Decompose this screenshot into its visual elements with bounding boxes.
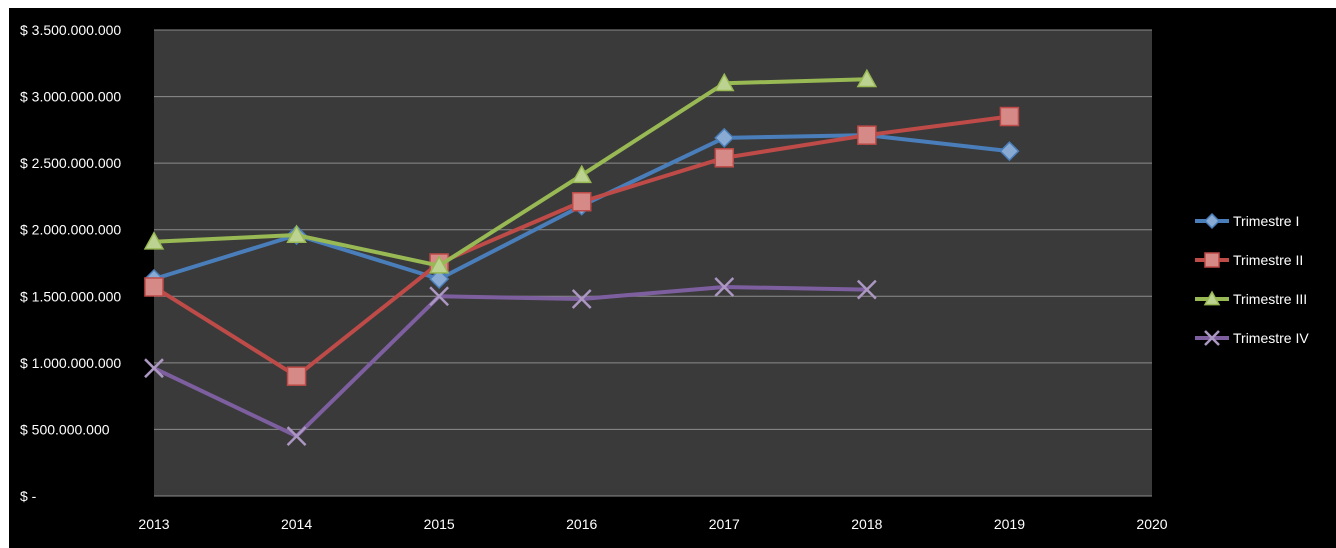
- y-tick-label: $ 1.000.000.000: [20, 355, 121, 371]
- series-line: [152, 284, 869, 439]
- y-tick-label: $ 1.500.000.000: [20, 288, 121, 304]
- y-tick-label: $ 3.000.000.000: [20, 89, 121, 105]
- data-point: [714, 277, 735, 297]
- data-point: [286, 366, 307, 386]
- data-point: [856, 68, 878, 88]
- x-tick-label: 2014: [281, 516, 312, 532]
- data-point: [857, 125, 877, 145]
- x-tick-label: 2019: [994, 516, 1025, 532]
- legend-label: Trimestre III: [1233, 291, 1307, 307]
- series-lines: [143, 68, 1020, 446]
- legend-label: Trimestre II: [1233, 252, 1303, 268]
- y-axis-tick-labels: $ - $ 500.000.000 $ 1.000.000.000 $ 1.500.0…: [20, 22, 121, 504]
- y-tick-label: $ 500.000.000: [20, 421, 110, 437]
- legend-marker: [1204, 252, 1220, 268]
- legend-marker: [1203, 290, 1221, 306]
- legend-item: Trimestre IV: [1195, 330, 1309, 346]
- data-point: [571, 192, 592, 212]
- data-point: [143, 231, 165, 250]
- data-point: [714, 127, 735, 148]
- legend-marker: [1203, 212, 1221, 230]
- data-point: [571, 289, 592, 309]
- y-tick-label: $ 3.500.000.000: [20, 22, 121, 38]
- x-axis-tick-labels: 2013 2014 2015 2016 2017 2018 2019 2020: [138, 516, 1167, 532]
- legend-item: Trimestre III: [1195, 290, 1307, 307]
- data-point: [571, 164, 592, 184]
- legend-item: Trimestre I: [1195, 212, 1299, 230]
- y-tick-label: $ -: [20, 488, 37, 504]
- data-point: [856, 279, 877, 300]
- x-tick-label: 2013: [138, 516, 169, 532]
- data-point: [714, 72, 735, 92]
- x-tick-label: 2020: [1136, 516, 1167, 532]
- x-tick-label: 2018: [851, 516, 882, 532]
- data-point: [714, 148, 735, 168]
- data-point: [429, 268, 450, 290]
- grid-lines: [154, 29, 1152, 497]
- plot-area: [154, 30, 1152, 496]
- legend-label: Trimestre I: [1233, 213, 1299, 229]
- y-tick-label: $ 2.500.000.000: [20, 155, 121, 171]
- y-tick-label: $ 2.000.000.000: [20, 222, 121, 238]
- data-point: [429, 286, 450, 307]
- x-tick-label: 2016: [566, 516, 597, 532]
- data-point: [144, 277, 164, 297]
- series-line: [152, 77, 869, 268]
- series-trimestre-iv: [144, 277, 877, 446]
- x-tick-label: 2015: [424, 516, 455, 532]
- x-tick-label: 2017: [709, 516, 740, 532]
- legend: Trimestre I Trimestre II Trimestre III Trim…: [1195, 212, 1309, 346]
- data-point: [286, 224, 307, 243]
- data-point: [428, 255, 450, 274]
- legend-label: Trimestre IV: [1233, 330, 1309, 346]
- data-point: [286, 426, 307, 446]
- data-point: [999, 141, 1020, 162]
- data-point: [144, 358, 164, 379]
- legend-item: Trimestre II: [1195, 252, 1303, 268]
- series-trimestre-iii: [143, 68, 878, 274]
- data-point: [999, 106, 1020, 127]
- legend-marker: [1204, 330, 1220, 346]
